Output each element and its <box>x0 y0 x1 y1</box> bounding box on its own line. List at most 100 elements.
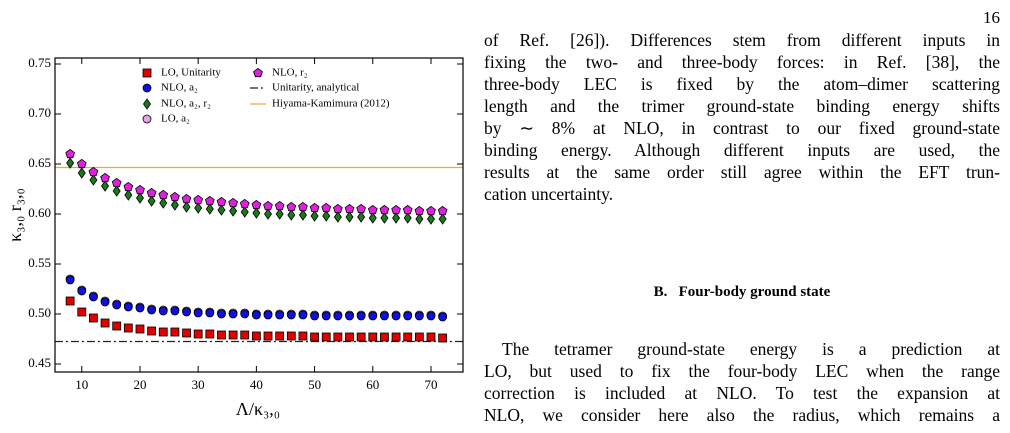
text-line: results at the same order still agree wi… <box>484 162 1000 182</box>
marker <box>414 311 424 321</box>
marker <box>321 332 331 342</box>
marker <box>298 209 307 221</box>
marker <box>438 312 448 322</box>
marker <box>391 332 401 342</box>
marker <box>415 213 424 225</box>
marker <box>239 198 250 209</box>
text-line: by ∼ 8% at NLO, in contrast to our fixed… <box>484 118 1000 138</box>
marker <box>322 210 331 222</box>
marker <box>380 332 389 342</box>
marker <box>123 323 133 333</box>
marker <box>229 205 238 217</box>
marker <box>77 307 87 317</box>
marker <box>275 331 285 341</box>
marker <box>181 193 192 204</box>
text-line: correction is included at NLO. To test t… <box>484 383 1000 403</box>
marker <box>194 202 203 214</box>
plot-frame <box>54 57 464 373</box>
marker <box>356 332 366 342</box>
plot-area <box>55 148 463 343</box>
marker <box>437 205 448 216</box>
legend-swatch <box>142 68 152 78</box>
x-tick-label: 60 <box>366 377 379 392</box>
marker <box>240 330 250 340</box>
marker <box>321 311 331 321</box>
marker <box>403 332 413 342</box>
marker <box>275 310 285 320</box>
marker <box>286 331 296 341</box>
marker <box>402 204 413 215</box>
legend-swatch <box>253 67 263 78</box>
marker <box>112 185 121 197</box>
marker <box>310 311 319 321</box>
marker <box>414 332 424 342</box>
marker <box>77 286 87 296</box>
marker <box>379 204 390 215</box>
marker <box>345 311 354 321</box>
marker <box>205 308 215 318</box>
legend-label: Unitarity, analytical <box>272 82 359 94</box>
y-tick-label: 0.70 <box>28 105 51 120</box>
marker <box>100 318 110 328</box>
marker <box>123 181 134 192</box>
marker <box>101 180 110 192</box>
marker <box>263 310 273 320</box>
marker <box>77 167 86 179</box>
marker <box>391 311 401 321</box>
marker <box>251 331 261 341</box>
x-tick-label: 70 <box>424 377 437 392</box>
marker <box>217 204 226 216</box>
y-axis-label: κ₃,₀ r₃,₀ <box>5 188 25 242</box>
text-line: cation uncertainty. <box>484 184 614 204</box>
marker <box>135 303 145 313</box>
marker <box>65 275 75 285</box>
marker <box>216 196 227 207</box>
marker <box>170 191 180 202</box>
marker <box>112 321 122 331</box>
marker <box>182 307 191 317</box>
page-number: 16 <box>983 8 1000 27</box>
marker <box>88 166 99 177</box>
marker <box>368 212 377 224</box>
marker <box>333 203 343 214</box>
legend-label: Hiyama-Kamimura (2012) <box>272 98 390 110</box>
marker <box>182 328 191 338</box>
marker <box>228 309 238 319</box>
x-tick-label: 10 <box>75 377 88 392</box>
marker <box>182 201 191 213</box>
marker <box>298 201 308 212</box>
legend-label: NLO, r₂ <box>272 67 308 79</box>
marker <box>427 213 435 225</box>
marker <box>65 296 75 306</box>
marker <box>193 194 204 205</box>
marker <box>274 200 285 211</box>
legend-swatch <box>142 83 152 93</box>
marker <box>158 189 169 200</box>
marker <box>286 201 297 212</box>
marker <box>286 310 296 320</box>
text-line: three-body LEC is fixed by the atom–dime… <box>484 74 1000 94</box>
marker <box>112 300 122 310</box>
marker <box>111 177 122 188</box>
marker <box>124 189 133 201</box>
text-line: LO, but used to fix the four-body LEC wh… <box>484 361 1000 381</box>
marker <box>100 297 110 307</box>
text-line: length and the trimer ground-state bindi… <box>484 96 1000 116</box>
marker <box>345 332 354 342</box>
marker <box>345 211 354 223</box>
text-line: The tetramer ground-state energy is a pr… <box>502 339 1000 359</box>
marker <box>170 327 180 337</box>
marker <box>147 326 157 336</box>
marker <box>275 208 284 220</box>
marker <box>264 208 273 220</box>
marker <box>426 311 436 321</box>
marker <box>391 204 401 215</box>
marker <box>147 195 156 207</box>
marker <box>146 187 157 198</box>
marker <box>368 332 378 342</box>
marker <box>426 205 436 216</box>
marker <box>89 313 98 323</box>
marker <box>89 292 98 302</box>
marker <box>251 199 262 210</box>
marker <box>228 197 238 208</box>
